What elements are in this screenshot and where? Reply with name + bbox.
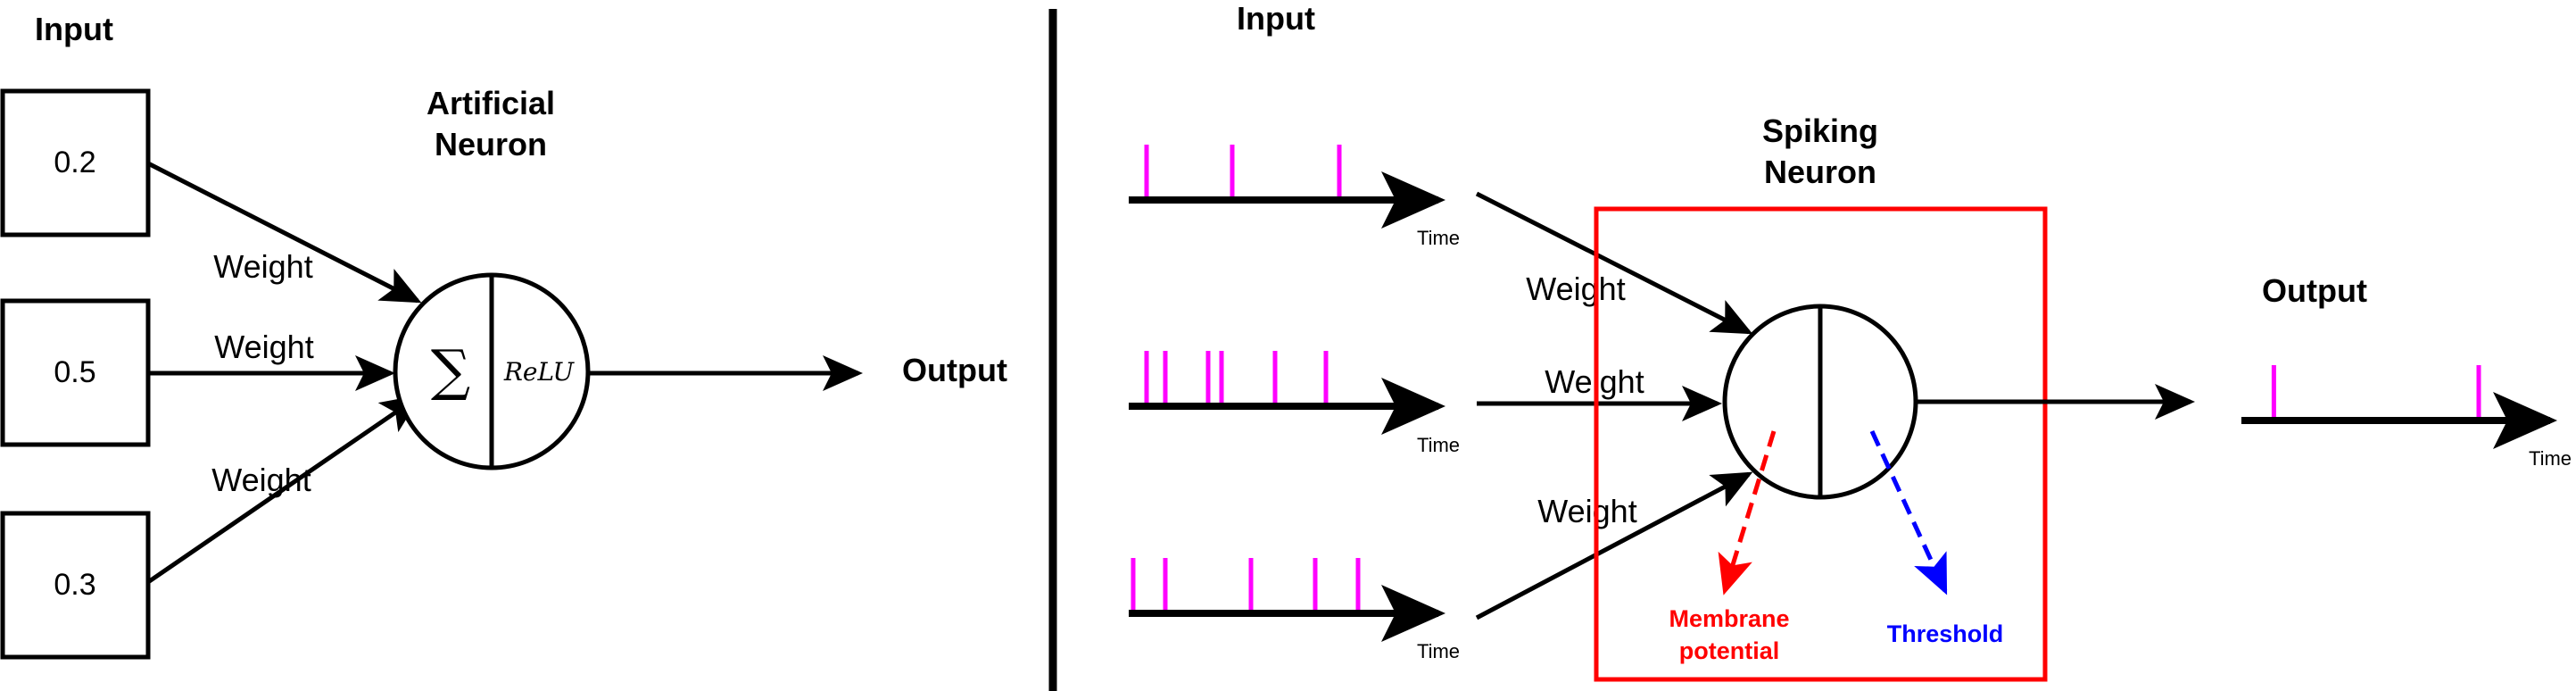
snn-weight-label-1: Weight bbox=[1526, 271, 1625, 307]
ann-input-value-2: 0.5 bbox=[54, 355, 95, 389]
ann-input-box-3 bbox=[0, 511, 151, 660]
membrane-potential-label-line2: potential bbox=[1679, 637, 1780, 664]
output-spike-train: Time bbox=[2241, 365, 2572, 470]
spiking-neuron-panel: Input Time Time Time Weight Weight Weigh… bbox=[1129, 0, 2572, 682]
threshold-label: Threshold bbox=[1887, 620, 2004, 647]
snn-neuron-title-line1: Spiking bbox=[1762, 112, 1878, 149]
snn-input-title: Input bbox=[1237, 0, 1315, 37]
membrane-potential-arrow bbox=[1718, 430, 1777, 595]
time-label-1: Time bbox=[1417, 227, 1460, 249]
spike-train-3: Time bbox=[1129, 558, 1460, 662]
snn-weight-arrow-3 bbox=[1475, 471, 1753, 620]
threshold-arrow bbox=[1869, 429, 1948, 595]
ann-neuron-title-line2: Neuron bbox=[435, 126, 547, 162]
ann-weight-arrow-3 bbox=[146, 395, 422, 585]
activation-label: ReLU bbox=[503, 357, 576, 387]
time-label-output: Time bbox=[2529, 447, 2572, 470]
ann-input-value-1: 0.2 bbox=[54, 146, 95, 179]
ann-weight-arrow-1 bbox=[146, 161, 422, 304]
artificial-neuron-panel: Input 0.2 0.5 0.3 Weight Weight Weight A… bbox=[0, 11, 1007, 660]
ann-input-value-3: 0.3 bbox=[54, 568, 95, 602]
ann-weight-label-3: Weight bbox=[211, 462, 311, 498]
time-label-3: Time bbox=[1417, 640, 1460, 662]
ann-neuron-title-line1: Artificial bbox=[427, 85, 555, 121]
spike-train-2: Time bbox=[1129, 351, 1460, 456]
spike-train-1: Time bbox=[1129, 145, 1460, 249]
ann-input-box-2 bbox=[0, 298, 151, 447]
spiking-neuron-box bbox=[1594, 206, 2048, 682]
snn-weight-label-3: Weight bbox=[1537, 493, 1636, 529]
snn-output-label: Output bbox=[2262, 272, 2367, 309]
membrane-potential-label-line1: Membrane bbox=[1669, 605, 1789, 632]
ann-input-title: Input bbox=[35, 11, 113, 47]
sum-symbol: ∑ bbox=[431, 337, 470, 403]
snn-weight-arrow-1 bbox=[1475, 191, 1753, 335]
ann-output-label: Output bbox=[902, 352, 1007, 388]
snn-neuron-title-line2: Neuron bbox=[1764, 154, 1876, 190]
ann-input-box-1 bbox=[0, 88, 151, 237]
ann-weight-label-2: Weight bbox=[214, 329, 313, 365]
ann-weight-label-1: Weight bbox=[213, 248, 312, 285]
time-label-2: Time bbox=[1417, 434, 1460, 456]
